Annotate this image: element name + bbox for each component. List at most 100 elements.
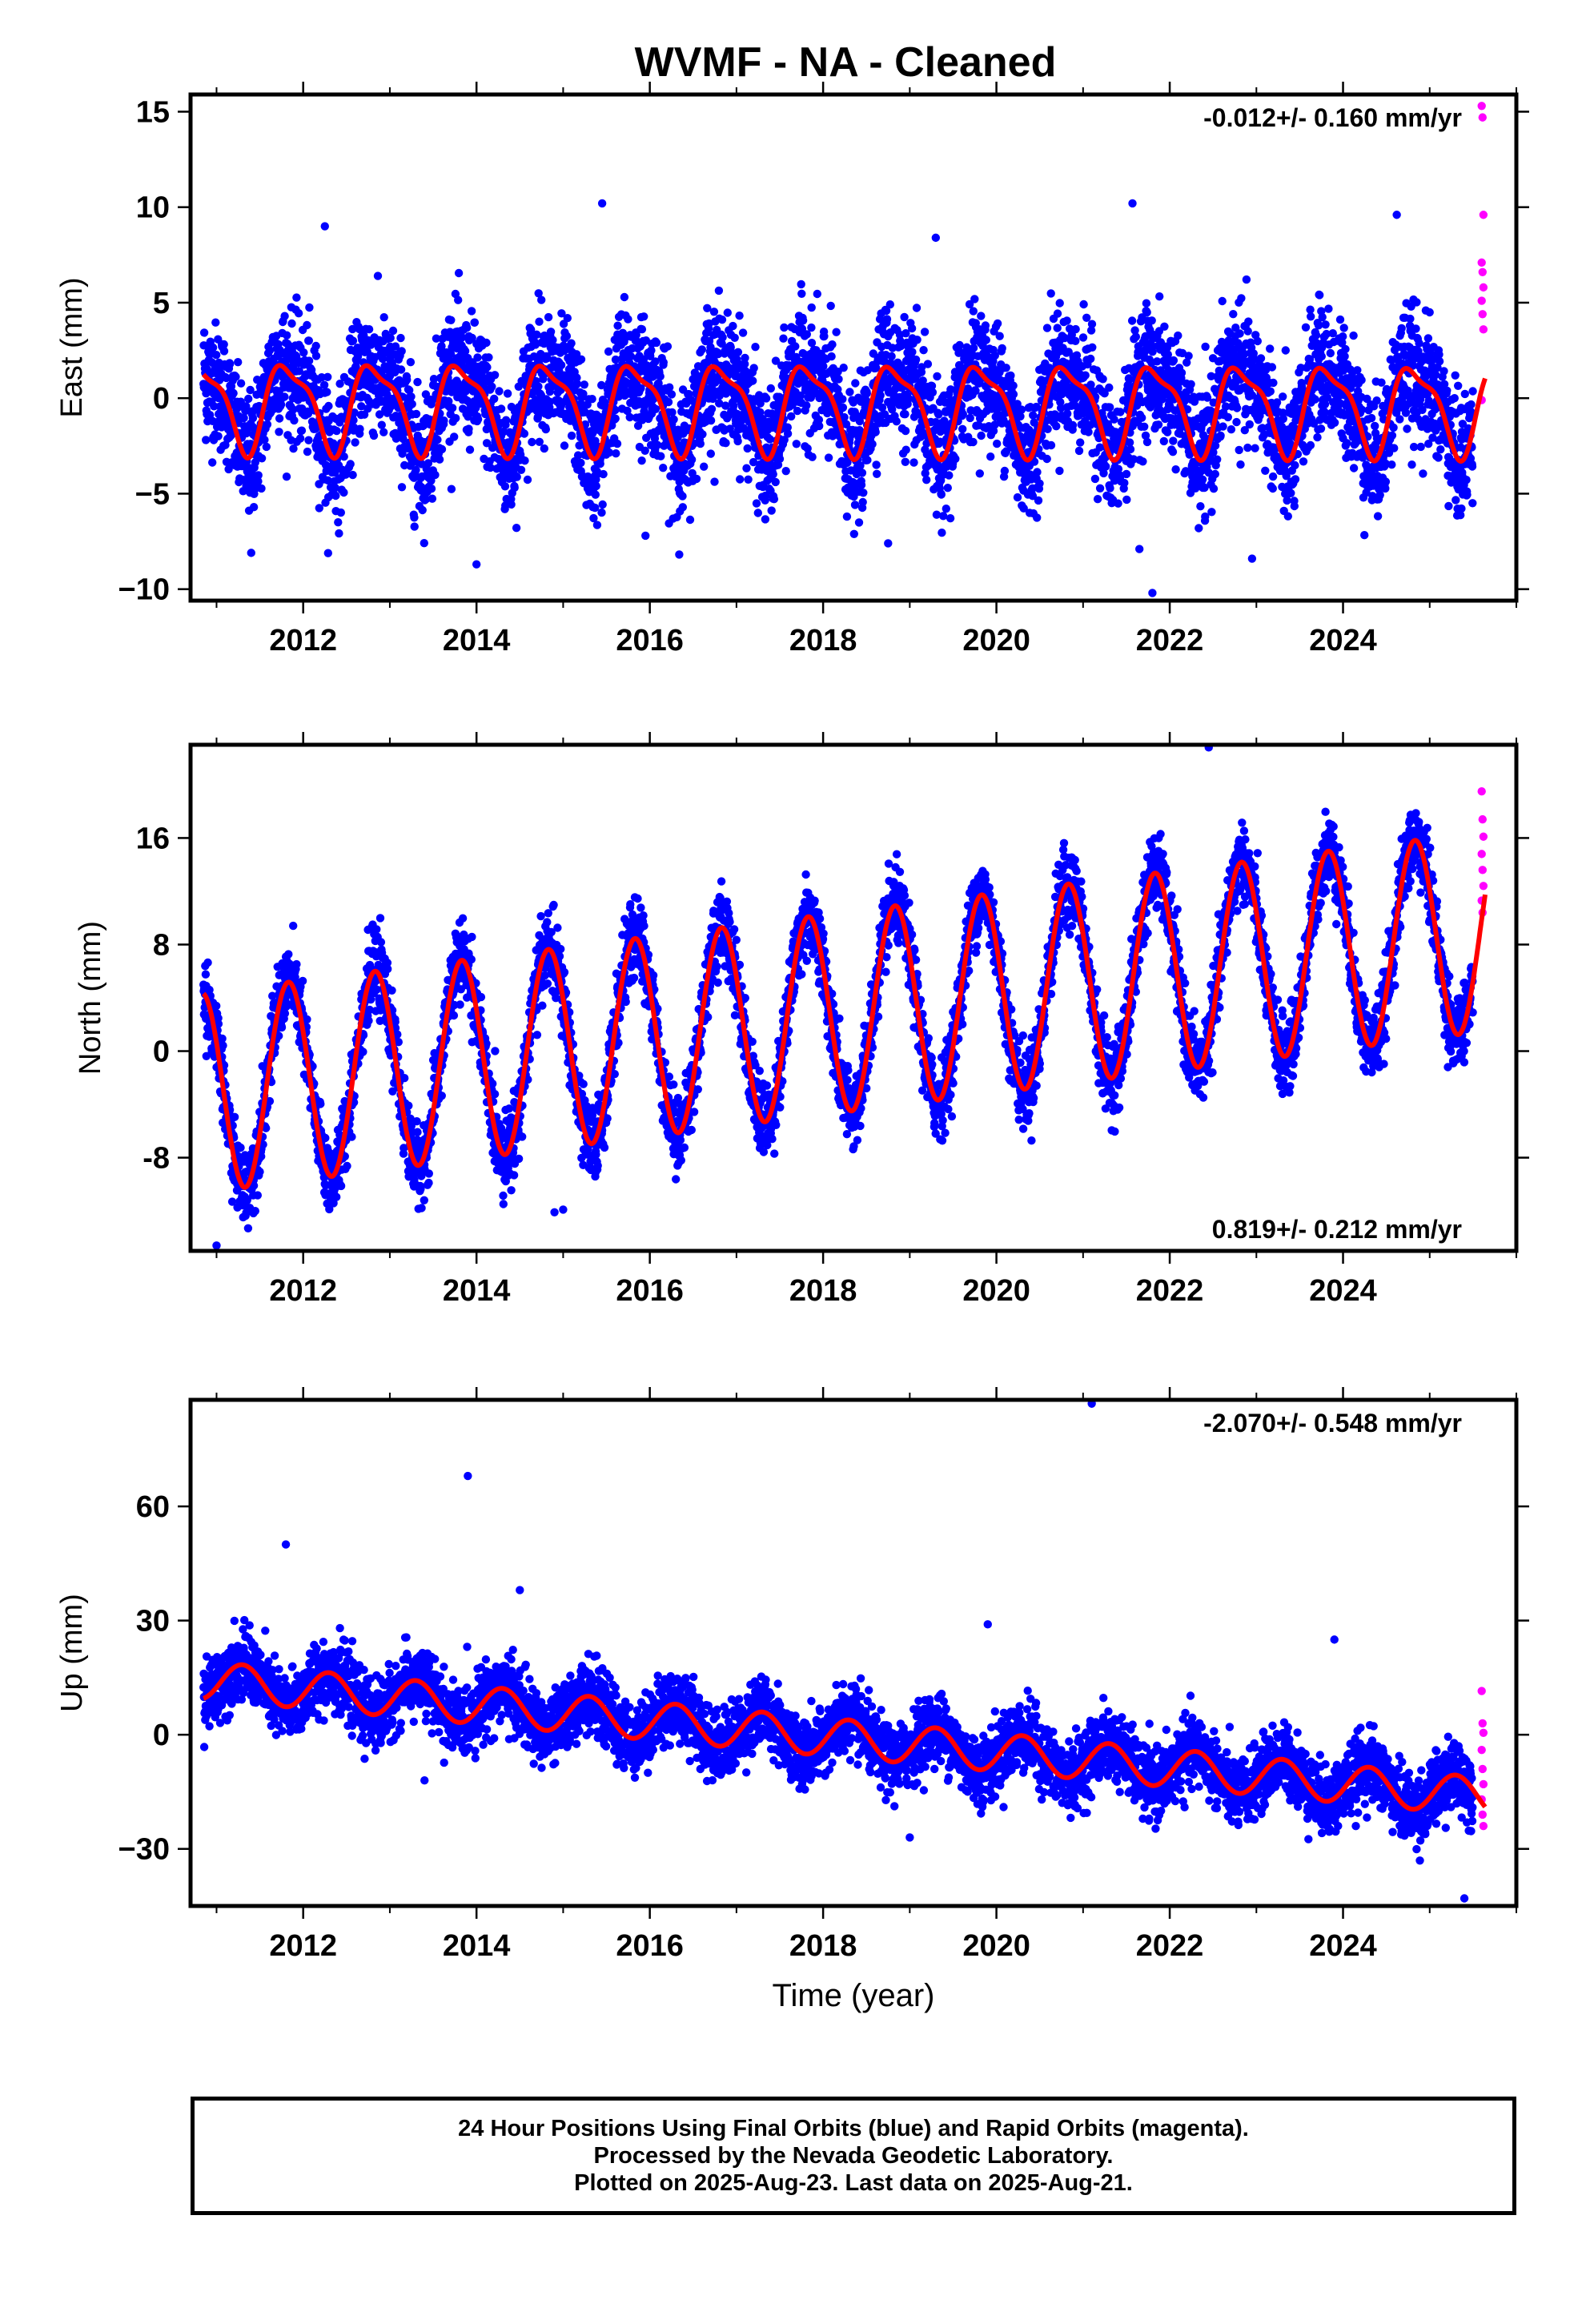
east-final-point xyxy=(771,356,781,365)
east-final-point xyxy=(761,515,770,524)
east-final-point xyxy=(936,437,945,446)
east-final-point xyxy=(656,372,665,381)
east-final-point xyxy=(803,444,812,453)
east-final-point xyxy=(634,396,643,405)
east-final-point xyxy=(1195,524,1203,533)
east-final-point xyxy=(937,490,946,499)
east-final-point xyxy=(1243,443,1252,452)
east-final-point xyxy=(254,476,263,486)
east-final-point xyxy=(892,417,901,426)
east-final-point xyxy=(1095,443,1105,452)
east-final-point xyxy=(335,380,344,388)
east-final-point xyxy=(1060,333,1070,343)
east-final-point xyxy=(667,390,677,399)
east-final-point xyxy=(591,490,600,499)
east-final-point xyxy=(877,403,887,412)
east-final-point xyxy=(756,399,765,408)
east-final-point xyxy=(336,508,345,517)
east-final-point xyxy=(668,408,677,417)
east-final-point xyxy=(355,324,364,334)
east-final-point xyxy=(490,371,500,380)
east-final-point xyxy=(424,459,433,468)
east-final-point xyxy=(918,376,927,385)
east-final-point xyxy=(1204,468,1214,477)
east-final-point xyxy=(958,409,968,419)
east-final-point xyxy=(887,352,896,361)
east-final-point xyxy=(932,510,942,519)
east-final-point xyxy=(1232,417,1241,427)
east-final-point xyxy=(199,328,209,337)
east-final-point xyxy=(1339,324,1348,332)
east-final-point xyxy=(397,483,407,492)
east-final-point xyxy=(311,341,320,351)
east-final-point xyxy=(733,436,742,446)
east-final-point xyxy=(598,500,607,509)
east-final-point xyxy=(323,372,332,381)
east-final-point xyxy=(697,345,706,354)
east-final-point xyxy=(1330,418,1339,427)
east-final-point xyxy=(470,318,480,327)
east-final-point xyxy=(427,476,436,485)
east-final-point xyxy=(640,312,648,321)
east-final-point xyxy=(807,303,816,312)
east-final-point xyxy=(249,503,259,512)
east-final-point xyxy=(573,451,583,460)
east-final-point xyxy=(348,336,358,345)
east-final-point xyxy=(304,356,314,365)
east-final-point xyxy=(317,373,326,382)
east-final-point xyxy=(1100,389,1109,398)
east-final-point xyxy=(783,429,793,438)
east-final-point xyxy=(715,399,724,408)
east-final-point xyxy=(651,404,661,413)
east-final-point xyxy=(1279,414,1288,424)
east-final-point xyxy=(563,314,572,323)
east-final-point xyxy=(678,492,687,501)
east-final-point xyxy=(350,408,359,417)
east-final-point xyxy=(942,505,951,513)
east-final-point xyxy=(1019,504,1028,513)
east-final-point xyxy=(410,513,419,522)
east-final-point xyxy=(1171,465,1180,474)
east-final-point xyxy=(1235,329,1244,338)
east-final-point xyxy=(871,428,880,436)
east-final-point xyxy=(1211,469,1220,479)
east-final-point xyxy=(1316,424,1326,433)
east-final-point xyxy=(532,330,541,339)
east-final-point xyxy=(560,441,569,450)
east-final-point xyxy=(1169,436,1178,445)
east-final-point xyxy=(1377,378,1386,387)
east-final-point xyxy=(901,329,910,338)
east-final-point xyxy=(1138,413,1146,422)
east-final-point xyxy=(1266,344,1275,353)
east-final-point xyxy=(295,434,305,443)
east-final-point xyxy=(357,402,366,411)
east-final-point xyxy=(1127,316,1137,325)
east-final-point xyxy=(591,503,600,513)
east-final-point xyxy=(222,373,231,383)
east-final-point xyxy=(965,300,974,309)
east-final-point xyxy=(280,312,289,320)
east-final-point xyxy=(791,342,800,351)
east-final-point xyxy=(405,386,414,395)
east-final-point xyxy=(1236,460,1245,469)
east-final-point xyxy=(413,377,422,387)
east-final-point xyxy=(500,482,510,491)
east-final-point xyxy=(1229,310,1238,319)
east-final-point xyxy=(254,471,263,480)
east-final-point xyxy=(637,325,647,334)
east-final-point xyxy=(501,416,511,424)
east-final-point xyxy=(1126,444,1135,454)
east-final-point xyxy=(1095,484,1105,493)
east-final-point xyxy=(1209,398,1218,407)
east-final-point xyxy=(580,380,588,389)
east-final-point xyxy=(1032,402,1041,412)
east-final-point xyxy=(428,494,437,503)
east-final-point xyxy=(323,549,332,557)
east-final-point xyxy=(969,307,978,316)
east-final-point xyxy=(705,336,714,346)
east-final-point xyxy=(1185,450,1195,459)
east-final-point xyxy=(742,464,751,472)
east-final-point xyxy=(512,472,521,481)
east-final-point xyxy=(1086,326,1096,335)
east-final-point xyxy=(355,424,364,433)
